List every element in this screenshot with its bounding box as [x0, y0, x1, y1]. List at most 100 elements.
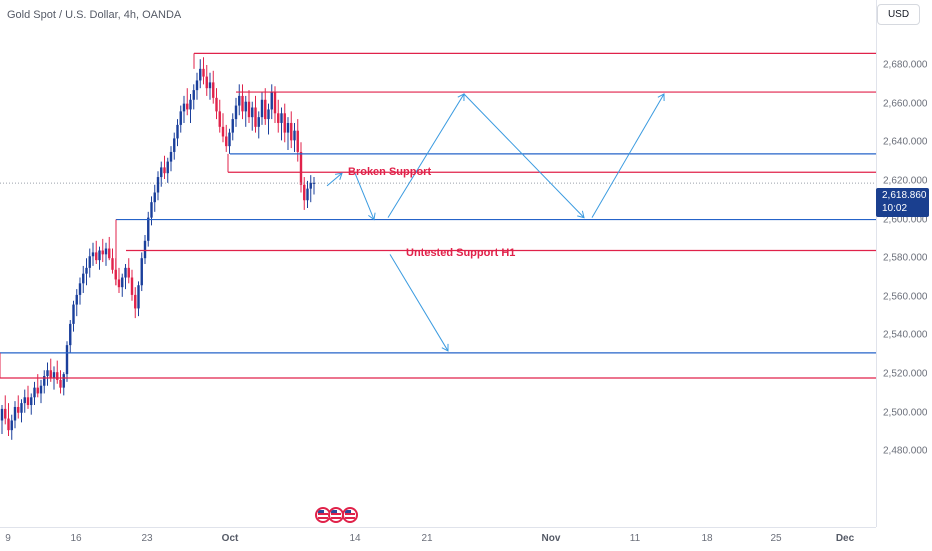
arrow-head [368, 212, 376, 221]
candle-body [121, 277, 124, 288]
candle-body [244, 101, 247, 112]
candle-body [231, 119, 234, 133]
candle-body [0, 408, 4, 421]
price-tick-label: 2,540.000 [883, 329, 928, 341]
time-tick-label: Dec [835, 533, 855, 544]
candle-body [143, 240, 147, 259]
candle-body [65, 345, 69, 375]
candle-body [156, 177, 160, 193]
candle-body [257, 117, 260, 127]
price-chart[interactable] [0, 0, 876, 527]
us-flag-icon[interactable] [328, 507, 344, 523]
arrow-head [457, 93, 465, 101]
candle-body [234, 105, 238, 120]
candle-body [195, 80, 199, 91]
candle-body [85, 267, 88, 274]
candle-body [309, 182, 312, 189]
candle-body [179, 111, 182, 125]
candle-body [78, 283, 82, 295]
candle-body [17, 406, 20, 413]
candle-body [283, 113, 286, 133]
candle-body [169, 151, 173, 162]
time-tick-label: 14 [349, 533, 361, 544]
candle-body [290, 122, 293, 141]
projection-arrow [354, 173, 375, 220]
time-tick-label: 11 [629, 533, 641, 544]
candle-body [127, 267, 130, 278]
candle-body [108, 248, 111, 259]
candle-body [150, 202, 153, 218]
candle-body [241, 95, 244, 112]
candle-body [163, 167, 166, 174]
broken-support-label[interactable]: Broken Support [348, 166, 432, 178]
time-tick-label: 18 [701, 533, 713, 544]
candle-body [176, 124, 179, 139]
candle-body [306, 188, 309, 201]
candle-body [4, 408, 7, 419]
us-flag-icon[interactable] [315, 507, 331, 523]
time-tick-label: 16 [70, 533, 82, 544]
arrow-head [441, 343, 449, 352]
candle-body [49, 370, 52, 378]
last-price-badge: 2,618.860 10:02 [876, 188, 929, 217]
price-tick-label: 2,480.000 [883, 445, 928, 457]
arrow-head [335, 172, 343, 180]
candle-body [26, 397, 30, 406]
bar-countdown: 10:02 [882, 203, 908, 214]
candle-body [228, 132, 231, 147]
price-tick-label: 2,580.000 [883, 252, 928, 264]
candle-body [62, 374, 65, 388]
arrow-head [577, 210, 585, 219]
candle-body [36, 387, 39, 394]
price-axis[interactable]: 2,680.000 2,660.000 2,640.000 2,620.000 2,60… [876, 0, 932, 527]
time-axis[interactable]: 9 16 23 Oct 14 21 Nov 11 18 25 Dec [0, 527, 876, 551]
currency-button[interactable]: USD [877, 4, 920, 25]
projection-arrow [591, 93, 665, 218]
chart-canvas[interactable] [0, 0, 876, 527]
candle-body [56, 372, 59, 380]
candle-body [192, 90, 195, 100]
candle-body [33, 387, 36, 398]
candle-body [46, 370, 49, 377]
candle-body [218, 111, 221, 127]
candle-body [173, 138, 176, 152]
untested-support-label[interactable]: Untested Support H1 [406, 247, 516, 259]
candle-body [30, 397, 33, 406]
price-tick-label: 2,640.000 [883, 136, 928, 148]
candle-body [199, 68, 202, 81]
candle-body [186, 103, 189, 110]
candle-body [303, 184, 306, 201]
candle-body [13, 406, 17, 421]
candle-body [225, 136, 228, 147]
candle-body [69, 323, 72, 346]
candle-body [124, 267, 127, 278]
price-tick-label: 2,600.000 [883, 214, 928, 226]
candle-body [270, 92, 273, 110]
candle-body [238, 95, 241, 106]
candle-body [189, 99, 192, 110]
candle-body [277, 113, 280, 123]
candle-body [296, 130, 299, 152]
candle-body [312, 182, 316, 184]
candle-body [251, 107, 254, 118]
arrow-head [657, 93, 665, 101]
candle-body [59, 379, 62, 388]
candle-body [7, 418, 10, 431]
candle-body [299, 151, 303, 185]
candle-body [286, 122, 290, 133]
symbol-title[interactable]: Gold Spot / U.S. Dollar, 4h, OANDA [7, 9, 182, 21]
candle-body [147, 217, 150, 241]
candle-body [208, 82, 212, 89]
economic-events[interactable] [315, 507, 361, 525]
us-flag-icon[interactable] [342, 507, 358, 523]
price-tick-label: 2,680.000 [883, 59, 928, 71]
time-tick-label: Oct [221, 533, 239, 544]
candle-body [130, 277, 134, 295]
candle-body [43, 376, 46, 386]
candle-body [160, 167, 163, 178]
candle-body [140, 258, 143, 286]
candle-body [72, 304, 75, 324]
candle-body [267, 109, 270, 120]
candle-body [104, 248, 108, 255]
projection-arrow [387, 93, 585, 218]
